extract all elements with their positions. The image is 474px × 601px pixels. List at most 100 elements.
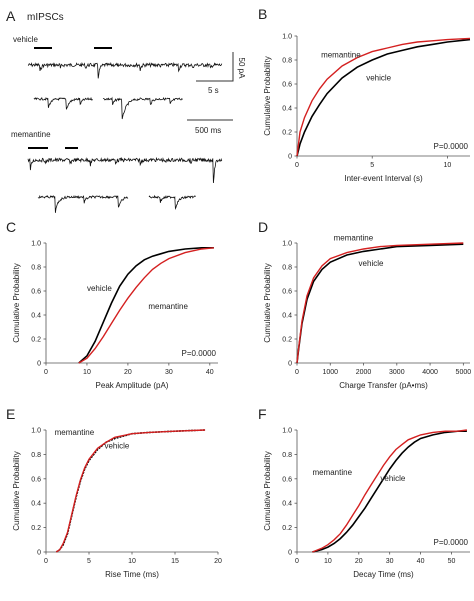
y-tick-label: 0 [37, 550, 41, 557]
panel-letter-b: B [258, 6, 267, 22]
trace-memantine-long [27, 156, 223, 184]
panel-e-chart: E 0 0.2 0.4 0.6 0.8 1.0 0 5 10 15 20 Rise Time (ms) C… [6, 406, 222, 579]
x-tick-label: 10 [444, 162, 452, 169]
x-tick-label: 5 [370, 162, 374, 169]
x-axis-label: Inter-event Interval (s) [344, 174, 423, 183]
x-tick-label: 1000 [322, 369, 338, 376]
annotation-memantine: memantine [321, 51, 361, 60]
x-tick-label: 4000 [422, 369, 438, 376]
x-tick-label: 15 [171, 558, 179, 565]
y-axis-label: Cumulative Probability [263, 451, 272, 531]
trace-label-vehicle: vehicle [13, 35, 38, 44]
panel-letter-c: C [6, 219, 16, 235]
series-line-vehicle [55, 429, 206, 553]
y-axis-label: Cumulative Probability [263, 263, 272, 343]
x-tick-label: 0 [44, 558, 48, 565]
y-tick-label: 0.6 [282, 476, 292, 483]
y-tick-label: 0 [288, 550, 292, 557]
panel-letter-e: E [6, 406, 15, 422]
series-line-vehicle [78, 247, 214, 364]
y-axis-label: Cumulative Probability [12, 451, 21, 531]
annotation-memantine: memantine [334, 234, 374, 243]
trace-vehicle-expanded-1 [33, 96, 93, 110]
p-value: P=0.0000 [434, 538, 469, 547]
x-tick-label: 2000 [356, 369, 372, 376]
y-tick-label: 0.6 [31, 476, 41, 483]
x-tick-label: 5000 [456, 369, 472, 376]
y-axis-label: Cumulative Probability [12, 263, 21, 343]
x-tick-label: 0 [44, 369, 48, 376]
series-line-memantine [296, 242, 464, 364]
x-tick-label: 10 [83, 369, 91, 376]
y-tick-label: 0.2 [282, 130, 292, 137]
series-line-memantine [312, 429, 467, 553]
x-tick-label: 20 [214, 558, 222, 565]
x-tick-label: 40 [206, 369, 214, 376]
x-tick-label: 10 [324, 558, 332, 565]
x-tick-label: 20 [124, 369, 132, 376]
chart-panels: B 0 0.2 0.4 0.6 0.8 1.0 0 5 10 Inter-event Interva… [6, 6, 471, 579]
figure-title: mIPSCs [27, 12, 64, 23]
x-tick-label: 50 [448, 558, 456, 565]
x-tick-label: 30 [165, 369, 173, 376]
series-line-memantine [78, 247, 214, 364]
trace-memantine-expanded-2 [148, 194, 196, 211]
scale-label-amplitude: 50 pA [237, 58, 246, 80]
panel-letter-d: D [258, 219, 268, 235]
y-tick-label: 0.8 [282, 452, 292, 459]
series-line-memantine [55, 429, 206, 553]
x-tick-label: 5 [87, 558, 91, 565]
x-tick-label: 0 [295, 162, 299, 169]
scale-label-500ms: 500 ms [195, 126, 221, 135]
annotation-vehicle: vehicle [366, 73, 391, 82]
y-tick-label: 0.2 [31, 337, 41, 344]
y-tick-label: 0 [288, 154, 292, 161]
y-tick-label: 0.8 [31, 452, 41, 459]
y-tick-label: 0.4 [31, 501, 41, 508]
panel-d-chart: D 0 0.2 0.4 0.6 0.8 1.0 0 1000 2000 3000 4000 5000 Ch… [258, 219, 471, 390]
y-tick-label: 0.4 [282, 313, 292, 320]
panel-letter-f: F [258, 406, 267, 422]
series-line-vehicle [296, 38, 471, 157]
x-axis-label: Peak Amplitude (pA) [96, 381, 169, 390]
y-tick-label: 0.2 [282, 337, 292, 344]
y-tick-label: 1.0 [31, 241, 41, 248]
annotation-memantine: memantine [148, 302, 188, 311]
series-line-vehicle [312, 430, 467, 553]
p-value: P=0.0000 [182, 349, 217, 358]
y-tick-label: 0.8 [282, 265, 292, 272]
panel-letter-a: A [6, 8, 16, 24]
y-tick-label: 0.2 [31, 525, 41, 532]
annotation-vehicle: vehicle [359, 259, 384, 268]
panel-b-chart: B 0 0.2 0.4 0.6 0.8 1.0 0 5 10 Inter-event Interva… [258, 6, 471, 183]
annotation-memantine: memantine [55, 428, 95, 437]
x-tick-label: 10 [128, 558, 136, 565]
x-tick-label: 20 [355, 558, 363, 565]
y-tick-label: 1.0 [282, 34, 292, 41]
trace-label-memantine: memantine [11, 130, 51, 139]
y-tick-label: 0 [288, 361, 292, 368]
x-axis-label: Charge Transfer (pA•ms) [339, 381, 428, 390]
x-axis-label: Decay Time (ms) [353, 570, 414, 579]
annotation-vehicle: vehicle [104, 441, 129, 450]
x-axis-label: Rise Time (ms) [105, 570, 159, 579]
trace-memantine-expanded-1 [37, 194, 129, 213]
x-tick-label: 3000 [389, 369, 405, 376]
panel-a-traces: A mIPSCs vehicle memantine 50 pA 5 s 500… [6, 8, 246, 213]
p-value: P=0.0000 [434, 142, 469, 151]
annotation-vehicle: vehicle [87, 284, 112, 293]
y-tick-label: 1.0 [282, 428, 292, 435]
trace-vehicle-expanded-2 [102, 96, 183, 120]
y-axis-label: Cumulative Probability [263, 56, 272, 136]
y-tick-label: 0.6 [31, 289, 41, 296]
trace-vehicle-long [27, 61, 223, 79]
y-tick-label: 1.0 [282, 241, 292, 248]
y-tick-label: 0.8 [31, 265, 41, 272]
scale-bar-long [196, 52, 234, 82]
series-line-memantine [296, 37, 471, 157]
y-tick-label: 0.6 [282, 82, 292, 89]
y-tick-label: 0.4 [31, 313, 41, 320]
y-tick-label: 0.4 [282, 106, 292, 113]
y-tick-label: 0.2 [282, 525, 292, 532]
y-tick-label: 1.0 [31, 428, 41, 435]
